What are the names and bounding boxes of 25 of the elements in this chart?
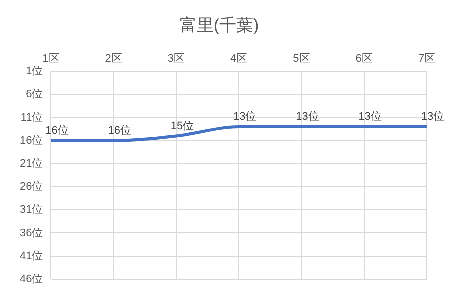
data-label: 16位: [108, 124, 132, 137]
x-tick-label: 3区: [168, 53, 186, 66]
data-label: 13位: [296, 111, 320, 124]
y-tick-label: 1位: [26, 66, 44, 78]
x-tick-label: 2区: [105, 53, 122, 66]
y-tick-label: 36位: [20, 227, 44, 240]
y-tick-label: 31位: [20, 204, 44, 216]
x-tick-label: 6区: [356, 53, 373, 66]
y-tick-label: 26位: [20, 181, 44, 194]
y-tick-label: 6位: [26, 88, 44, 101]
data-label: 13位: [421, 111, 445, 124]
x-tick-label: 7区: [418, 53, 436, 66]
data-label: 16位: [46, 124, 69, 137]
x-tick-label: 5区: [293, 53, 310, 66]
y-tick-label: 21位: [20, 158, 44, 170]
data-label: 13位: [358, 111, 382, 124]
data-label: 13位: [233, 111, 257, 124]
data-label: 15位: [170, 120, 194, 132]
y-tick-label: 46位: [20, 273, 44, 286]
x-tick-label: 1区: [42, 53, 60, 66]
chart-title: 富里(千葉): [180, 16, 260, 35]
y-tick-label: 16位: [20, 134, 44, 147]
y-tick-label: 11位: [20, 112, 44, 124]
y-tick-label: 41位: [20, 250, 44, 262]
x-tick-label: 4区: [230, 53, 248, 66]
